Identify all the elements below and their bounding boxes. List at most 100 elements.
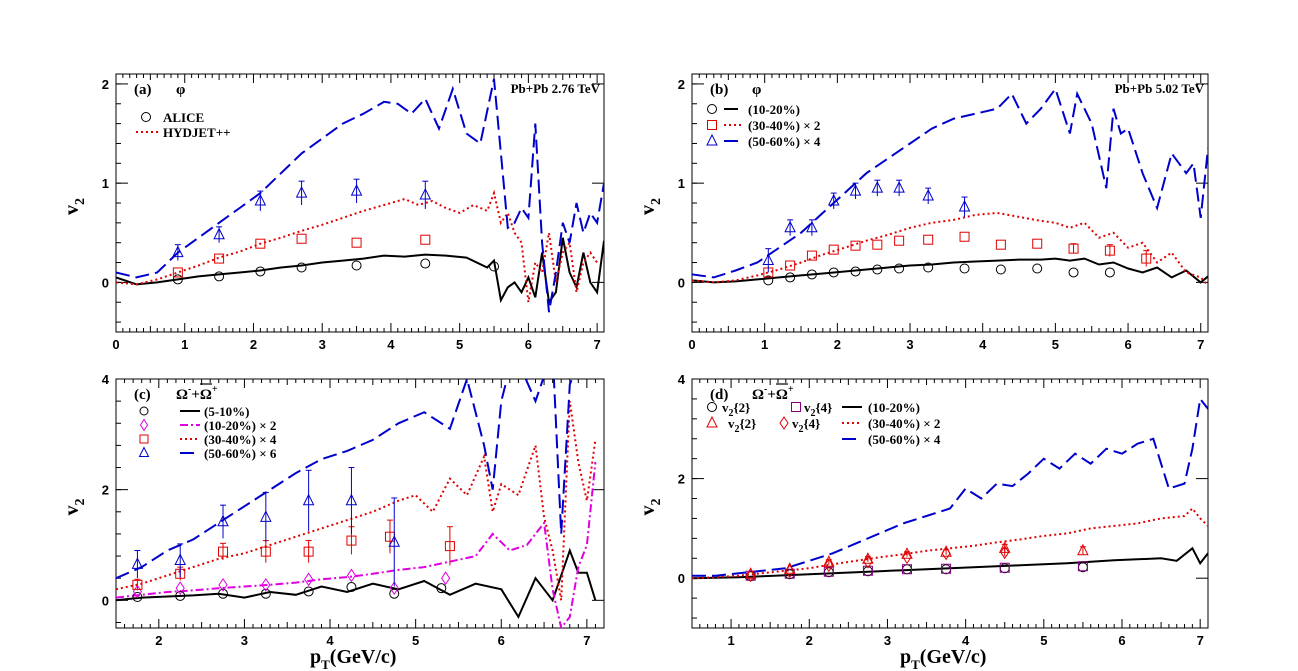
data-point bbox=[351, 260, 362, 271]
data-point bbox=[893, 180, 905, 193]
x-tick-label: 3 bbox=[906, 337, 913, 352]
x-tick-label: 7 bbox=[594, 337, 601, 352]
panel-title: (b) bbox=[710, 82, 728, 98]
plus: +Ω bbox=[767, 387, 788, 403]
y-tick-label: 0 bbox=[678, 275, 685, 290]
x-tick-label: 2 bbox=[806, 633, 813, 648]
x-tick-label: 4 bbox=[326, 633, 334, 648]
legend-marker bbox=[139, 406, 149, 416]
x-tick-label: 2 bbox=[834, 337, 841, 352]
legend-label: (30-40%) × 2 bbox=[868, 416, 940, 431]
data-point bbox=[214, 271, 225, 282]
legend: (5-10%)(10-20%) × 2(30-40%) × 4(50-60%) … bbox=[138, 404, 277, 461]
data-point bbox=[823, 567, 834, 578]
data-point bbox=[823, 566, 834, 577]
data-point bbox=[785, 260, 796, 271]
x-tick-label: 7 bbox=[1197, 633, 1204, 648]
series-black-line bbox=[692, 546, 1208, 580]
panel-particle: φ bbox=[176, 82, 185, 98]
legend-marker bbox=[791, 402, 801, 412]
y-axis-label-sub: 2 bbox=[649, 499, 664, 506]
y-axis-label: v2 bbox=[61, 198, 88, 215]
data-point bbox=[214, 253, 225, 264]
x-axis-label-sub: T bbox=[911, 657, 920, 671]
data-point bbox=[255, 266, 266, 277]
legend: (10-20%)(30-40%) × 2(50-60%) × 4 bbox=[706, 102, 821, 149]
y-axis-label-sub: 2 bbox=[649, 198, 664, 205]
legend-marker bbox=[706, 415, 718, 428]
x-tick-label: 5 bbox=[456, 337, 463, 352]
series-blue-line bbox=[116, 78, 604, 313]
series-black-line bbox=[116, 237, 604, 305]
plot-frame bbox=[115, 378, 605, 629]
data-point bbox=[302, 493, 315, 506]
x-tick-label: 3 bbox=[884, 633, 891, 648]
x-axis-label-rest: (GeV/c) bbox=[330, 646, 397, 668]
x-axis-label: pT(GeV/c) bbox=[310, 646, 396, 671]
x-tick-label: 0 bbox=[112, 337, 119, 352]
legend-label: ALICE bbox=[163, 110, 204, 125]
data-point bbox=[420, 258, 431, 269]
x-tick-label: 4 bbox=[387, 337, 395, 352]
data-point bbox=[213, 227, 225, 240]
data-point bbox=[995, 239, 1006, 250]
x-tick-label: 1 bbox=[181, 337, 188, 352]
data-point bbox=[806, 220, 818, 233]
data-point bbox=[260, 510, 272, 522]
legend-rest: {4} bbox=[816, 400, 833, 415]
data-point bbox=[420, 234, 431, 245]
panel-annotation: Pb+Pb 5.02 TeV bbox=[1115, 81, 1205, 96]
series-blue-line bbox=[692, 86, 1208, 279]
data-point bbox=[1104, 245, 1115, 256]
data-point bbox=[872, 264, 883, 275]
legend-marker bbox=[779, 416, 789, 430]
data-point bbox=[132, 592, 143, 603]
data-point bbox=[389, 588, 400, 599]
data-point bbox=[806, 250, 817, 261]
data-point bbox=[923, 262, 934, 273]
data-point bbox=[823, 555, 835, 567]
data-point bbox=[902, 550, 912, 565]
x-tick-label: 2 bbox=[250, 337, 257, 352]
data-point bbox=[862, 565, 873, 576]
legend-label: (30-40%) × 4 bbox=[204, 432, 277, 447]
curves bbox=[116, 78, 604, 313]
data-point bbox=[175, 581, 185, 596]
data-point bbox=[871, 180, 884, 193]
y-tick-label: 2 bbox=[102, 77, 109, 92]
x-tick-label: 3 bbox=[319, 337, 326, 352]
legend-label: (5-10%) bbox=[204, 404, 250, 419]
data-point bbox=[941, 546, 951, 561]
data-point bbox=[1032, 263, 1043, 274]
data-point bbox=[350, 183, 363, 196]
legend-label: (10-20%) bbox=[868, 400, 920, 415]
legend-sub: 2 bbox=[729, 408, 734, 419]
curves bbox=[692, 86, 1208, 287]
data-point bbox=[806, 269, 817, 280]
y-tick-label: 1 bbox=[678, 176, 685, 191]
sup-plus: + bbox=[788, 384, 794, 395]
panel-particle: Ω-+Ω+ bbox=[752, 384, 794, 403]
legend-marker bbox=[138, 446, 150, 457]
data-point bbox=[746, 568, 756, 583]
legend-label: HYDJET++ bbox=[163, 125, 231, 140]
data-point bbox=[261, 577, 271, 592]
data-point bbox=[995, 264, 1006, 275]
y-tick-label: 1 bbox=[102, 176, 109, 191]
data-point bbox=[1077, 561, 1088, 572]
plot-frame bbox=[691, 378, 1209, 629]
y-axis-label-sub: 2 bbox=[73, 499, 88, 506]
data-point bbox=[958, 199, 971, 212]
data-point bbox=[872, 239, 883, 250]
data-point bbox=[784, 220, 796, 233]
sup-minus: - bbox=[188, 384, 191, 395]
panel-title: (d) bbox=[710, 387, 728, 403]
series-black-line bbox=[692, 257, 1208, 284]
data-point bbox=[296, 233, 307, 244]
legend-label: (30-40%) × 2 bbox=[748, 118, 820, 133]
panel-particle: φ bbox=[752, 82, 761, 98]
